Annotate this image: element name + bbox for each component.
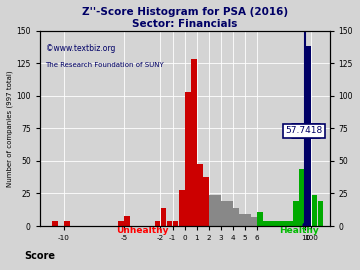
Bar — [52, 221, 58, 226]
Bar — [282, 221, 287, 226]
Bar — [179, 190, 185, 226]
Bar — [154, 221, 160, 226]
Bar — [293, 201, 299, 226]
Bar — [118, 221, 124, 226]
Bar — [185, 92, 190, 226]
Bar — [269, 221, 275, 226]
Bar — [263, 221, 269, 226]
Bar — [203, 177, 209, 226]
Bar — [173, 221, 179, 226]
Y-axis label: Number of companies (997 total): Number of companies (997 total) — [7, 70, 13, 187]
Bar — [191, 59, 197, 226]
Bar — [227, 201, 233, 226]
Bar — [300, 169, 305, 226]
Text: ©www.textbiz.org: ©www.textbiz.org — [46, 44, 115, 53]
Bar — [221, 201, 227, 226]
Bar — [245, 214, 251, 226]
Text: Unhealthy: Unhealthy — [116, 226, 168, 235]
Bar — [64, 221, 70, 226]
Bar — [233, 208, 239, 226]
Bar — [287, 221, 293, 226]
Bar — [167, 221, 172, 226]
Bar — [257, 212, 263, 226]
Text: Healthy: Healthy — [279, 226, 319, 235]
Text: 57.7418: 57.7418 — [285, 126, 323, 136]
Bar — [125, 216, 130, 226]
Bar — [239, 214, 245, 226]
Text: The Research Foundation of SUNY: The Research Foundation of SUNY — [46, 62, 164, 68]
Text: Score: Score — [24, 251, 55, 261]
Bar — [306, 46, 311, 226]
Bar — [209, 195, 215, 226]
Bar — [275, 221, 281, 226]
Bar — [311, 195, 317, 226]
Bar — [318, 201, 323, 226]
Bar — [251, 217, 257, 226]
Title: Z''-Score Histogram for PSA (2016)
Sector: Financials: Z''-Score Histogram for PSA (2016) Secto… — [82, 7, 288, 29]
Bar — [215, 195, 221, 226]
Bar — [197, 164, 203, 226]
Bar — [161, 208, 166, 226]
